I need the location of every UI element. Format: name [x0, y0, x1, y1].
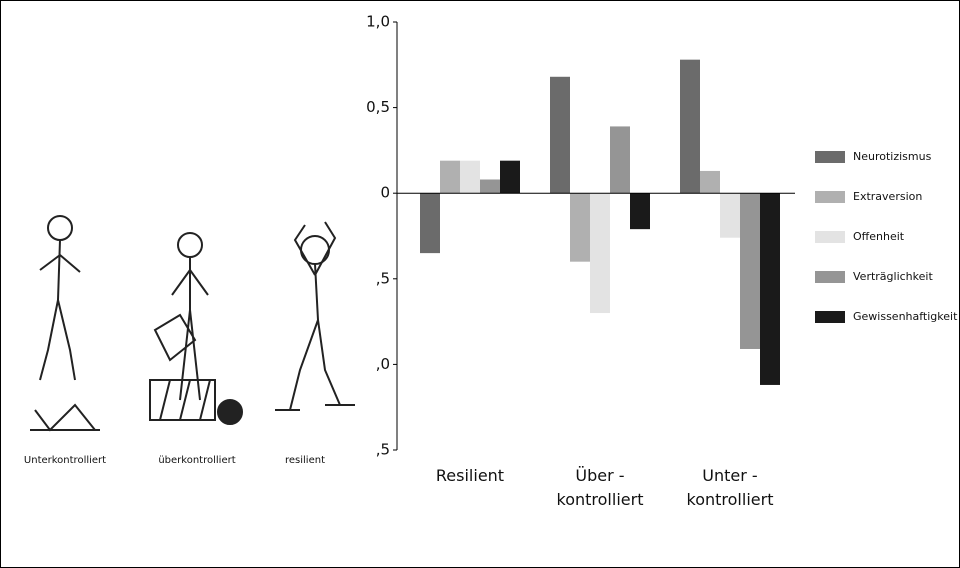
bar	[630, 193, 650, 229]
caption: resilient	[285, 455, 325, 466]
bar	[460, 161, 480, 194]
legend-label: Neurotizismus	[853, 150, 932, 163]
page: Unterkontrolliert überkontrolliert resilie…	[0, 0, 960, 568]
legend-label: Extraversion	[853, 190, 922, 203]
bar	[570, 193, 590, 261]
bar	[480, 180, 500, 194]
x-tick-line: Resilient	[436, 466, 504, 485]
caption: Unterkontrolliert	[24, 455, 106, 466]
bar	[500, 161, 520, 194]
legend-swatch	[815, 191, 845, 203]
y-tick-label: 1,0	[366, 13, 390, 31]
legend-label: Verträglichkeit	[853, 270, 933, 283]
caption: überkontrolliert	[158, 455, 235, 466]
x-tick-line: Unter -	[702, 466, 757, 485]
bar	[680, 60, 700, 194]
bar	[760, 193, 780, 385]
bar	[440, 161, 460, 194]
legend-label: Offenheit	[853, 230, 905, 243]
legend-swatch	[815, 151, 845, 163]
bar	[700, 171, 720, 193]
bar	[740, 193, 760, 349]
y-tick-label: ,5	[376, 269, 390, 287]
legend-swatch	[815, 311, 845, 323]
bar	[720, 193, 740, 238]
y-tick-label: 0	[380, 184, 390, 202]
legend-label: Gewissenhaftigkeit	[853, 310, 958, 323]
x-tick-line: kontrolliert	[687, 490, 774, 509]
y-tick-label: 0,5	[366, 98, 390, 116]
bar	[590, 193, 610, 313]
x-tick-line: kontrolliert	[557, 490, 644, 509]
bar	[610, 126, 630, 193]
legend-swatch	[815, 231, 845, 243]
x-tick-line: Über -	[575, 466, 624, 485]
x-tick-label: Resilient	[436, 466, 504, 485]
legend-swatch	[815, 271, 845, 283]
y-tick-label: ,0	[376, 355, 390, 373]
bar	[420, 193, 440, 253]
bar	[550, 77, 570, 193]
y-tick-label: ,5	[376, 441, 390, 459]
